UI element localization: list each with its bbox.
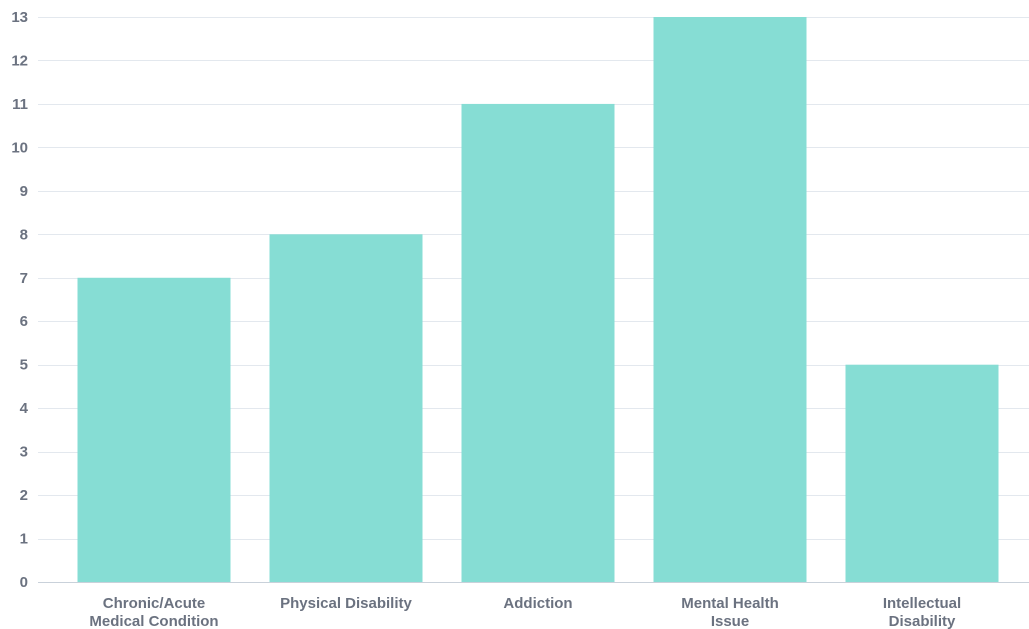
y-tick-label: 10 (11, 139, 28, 156)
y-tick-label: 8 (20, 226, 28, 243)
y-tick-label: 5 (20, 357, 28, 374)
bar (269, 234, 423, 583)
y-tick-label: 2 (20, 487, 28, 504)
x-tick-label: Mental Health (681, 595, 779, 612)
bar (77, 277, 231, 582)
y-tick-label: 13 (11, 9, 28, 26)
y-tick-label: 1 (20, 531, 28, 548)
y-tick-label: 3 (20, 444, 28, 461)
x-tick-label: Intellectual (883, 595, 961, 612)
x-tick-label: Issue (711, 613, 749, 629)
y-tick-label: 0 (20, 574, 28, 591)
bar (461, 103, 615, 582)
y-tick-label: 6 (20, 313, 28, 330)
x-tick-label: Medical Condition (89, 613, 218, 629)
y-tick-label: 7 (20, 270, 28, 287)
bars (77, 17, 999, 583)
x-tick-label: Chronic/Acute (103, 595, 206, 612)
y-tick-label: 4 (20, 400, 29, 417)
x-tick-label: Physical Disability (280, 595, 412, 612)
x-tick-label: Addiction (503, 595, 572, 612)
bar (653, 17, 807, 582)
x-tick-label: Disability (889, 613, 956, 629)
y-tick-label: 9 (20, 183, 28, 200)
y-tick-label: 11 (12, 96, 28, 113)
y-tick-label: 12 (11, 52, 28, 69)
bar (845, 364, 999, 582)
